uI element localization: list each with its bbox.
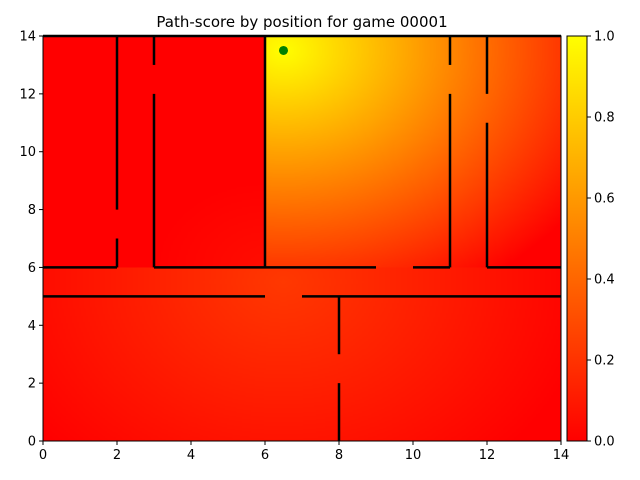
chart-title: Path-score by position for game 00001 [156,13,447,31]
y-tick-label: 12 [19,87,36,102]
colorbar-ticks: 0.0 0.2 0.4 0.6 0.8 1.0 [587,30,615,450]
colorbar-gradient [566,35,588,442]
marker-layer [279,45,288,55]
y-axis: 0 2 4 6 8 10 12 14 [19,30,43,450]
y-tick-label: 6 [28,261,36,276]
y-tick-label: 8 [28,203,36,218]
colorbar: 0.0 0.2 0.4 0.6 0.8 1.0 [566,30,615,450]
x-tick-label: 6 [261,448,269,463]
x-axis: 0 2 4 6 8 10 12 14 [39,441,569,463]
colorbar-tick-label: 0.8 [594,111,615,126]
x-tick-label: 4 [187,448,195,463]
heatmap-image [43,36,561,441]
x-tick-label: 8 [335,448,343,463]
colorbar-tick-label: 0.4 [594,273,615,288]
agent-position-marker [279,45,288,55]
colorbar-tick-label: 0.6 [594,192,615,207]
x-tick-label: 2 [113,448,121,463]
x-tick-label: 14 [553,448,570,463]
y-tick-label: 14 [19,30,36,45]
y-tick-label: 4 [28,319,36,334]
colorbar-tick-label: 1.0 [594,30,615,45]
colorbar-tick-label: 0.2 [594,354,615,369]
plot-frame [42,35,562,442]
y-tick-label: 10 [19,145,36,160]
y-tick-label: 2 [28,377,36,392]
colorbar-tick-label: 0.0 [594,435,615,450]
x-tick-label: 0 [39,448,47,463]
x-tick-label: 10 [405,448,422,463]
y-tick-label: 0 [28,435,36,450]
x-tick-label: 12 [479,448,496,463]
heatmap-plot [42,34,562,442]
